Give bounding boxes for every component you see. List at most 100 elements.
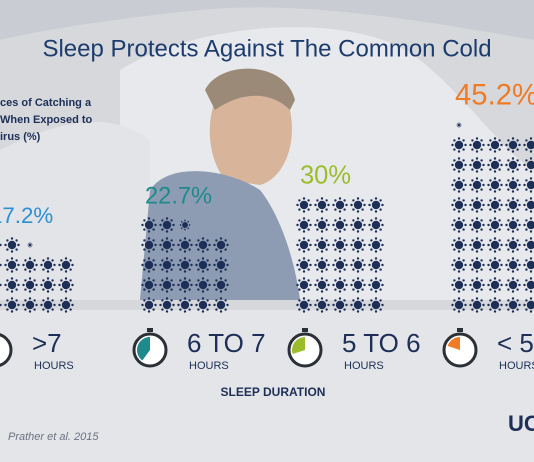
virus-spike [309,223,312,227]
virus-spike [40,263,43,267]
virus-spike [10,237,14,240]
virus-spike [309,203,312,207]
virus-spike [529,157,533,160]
virus-spike [179,288,182,291]
virus-spike [525,259,528,262]
virus-spike [35,283,38,287]
virus-spike [143,219,146,222]
virus-spike [152,279,155,282]
virus-spike [379,248,382,251]
virus-spike [374,310,378,313]
virus-spike [143,299,146,302]
virus-spike [143,248,146,251]
virus-spike [338,237,342,240]
virus-icon [490,220,500,230]
virus-spike [345,303,348,307]
virus-spike [0,243,2,247]
virus-spike [489,159,492,162]
virus-spike [141,243,144,247]
virus-spike [471,268,474,271]
virus-spike [183,237,187,240]
virus-spike [152,308,155,311]
virus-spike [320,197,324,200]
virus-spike [15,248,18,251]
virus-spike [453,179,456,182]
virus-spike [215,279,218,282]
virus-spike [451,283,454,287]
virus-spike [511,277,515,280]
virus-spike [165,277,169,280]
virus-spike [183,257,187,260]
virus-icon [454,180,464,190]
virus-spike [493,197,497,200]
virus-spike [523,143,526,147]
virus-icon [472,280,482,290]
virus-spike [462,188,465,191]
virus-spike [363,283,366,287]
clock-wedge [447,336,461,350]
virus-spike [475,257,479,260]
virus-spike [197,299,200,302]
virus-spike [464,183,467,187]
virus-spike [64,277,68,280]
virus-spike [316,308,319,311]
virus-spike [361,199,364,202]
virus-spike [361,259,364,262]
virus-spike [457,157,461,160]
virus-spike [457,197,461,200]
virus-spike [320,210,324,213]
virus-icon [454,160,464,170]
virus-spike [343,299,346,302]
virus-spike [462,308,465,311]
virus-icon [508,220,518,230]
virus-spike [482,163,485,167]
virus-spike [343,259,346,262]
virus-spike [343,248,346,251]
virus-spike [516,168,519,171]
virus-spike [381,223,384,227]
virus-spike [177,283,180,287]
virus-spike [368,223,371,227]
virus-spike [17,263,20,267]
virus-spike [51,279,54,282]
virus-spike [161,228,164,231]
virus-spike [507,279,510,282]
virus-spike [141,223,144,227]
virus-spike [183,277,187,280]
virus-spike [356,230,360,233]
virus-spike [475,210,479,213]
virus-spike [453,159,456,162]
virus-spike [480,219,483,222]
unit-label: HOURS [499,360,534,372]
virus-spike [475,277,479,280]
virus-spike [201,310,205,313]
virus-spike [69,259,72,262]
virus-spike [188,248,191,251]
virus-spike [159,263,162,267]
virus-spike [471,259,474,262]
virus-spike [516,199,519,202]
virus-spike [208,263,211,267]
virus-icon [216,300,226,310]
virus-spike [464,303,467,307]
virus-spike [489,199,492,202]
virus-spike [320,277,324,280]
virus-icon [454,260,464,270]
virus-spike [0,303,2,307]
virus-spike [500,183,503,187]
virus-spike [529,170,533,173]
virus-icon [353,220,363,230]
virus-spike [327,223,330,227]
unit-label: HOURS [189,360,229,372]
virus-spike [356,290,360,293]
virus-spike [159,303,162,307]
virus-spike [10,270,14,273]
virus-spike [343,239,346,242]
virus-spike [316,208,319,211]
virus-spike [325,228,328,231]
virus-icon [371,200,381,210]
virus-spike [529,210,533,213]
virus-spike [352,259,355,262]
virus-spike [356,297,360,300]
virus-spike [215,239,218,242]
